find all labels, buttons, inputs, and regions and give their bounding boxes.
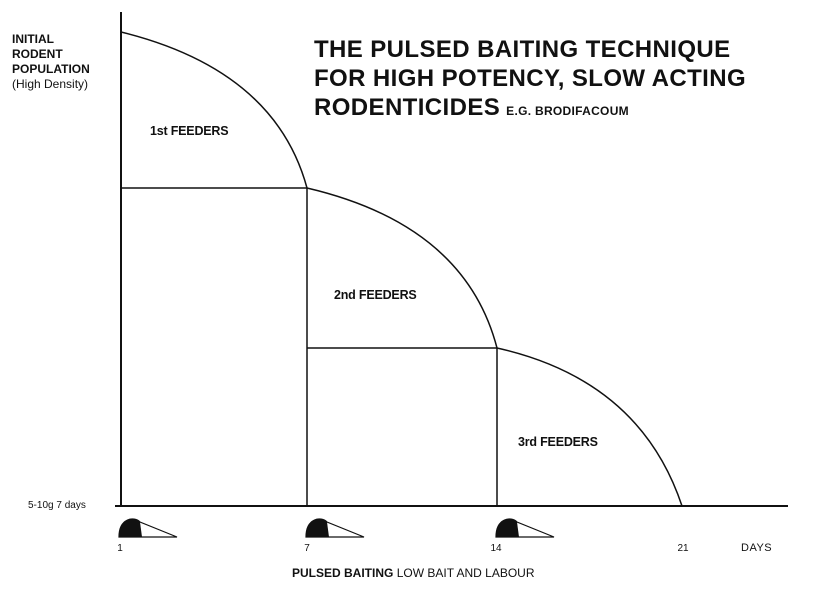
x-tick-day-1: 1	[117, 543, 123, 554]
title-line-1: THE PULSED BAITING TECHNIQUE	[314, 36, 731, 63]
caption-bold: PULSED BAITING	[292, 566, 394, 580]
y-axis-label-line-2: RODENT	[12, 47, 63, 61]
title-example: E.G. BRODIFACOUM	[506, 104, 629, 118]
third-feeders-label: 3rd FEEDERS	[518, 435, 598, 449]
x-tick-day-21: 21	[677, 543, 689, 554]
title-line-3: RODENTICIDES E.G. BRODIFACOUM	[314, 93, 819, 126]
x-tick-day-14: 14	[490, 543, 502, 554]
first-feeders-label: 1st FEEDERS	[150, 124, 229, 138]
title-line-2: FOR HIGH POTENCY, SLOW ACTING	[314, 65, 747, 92]
third-feeders-curve	[496, 347, 683, 507]
first-feeders-curve	[120, 31, 308, 189]
bait-pulse-icon-day-14	[495, 518, 555, 538]
bait-pulse-icon-day-7	[305, 518, 365, 538]
second-feeders-curve	[306, 187, 498, 349]
bait-pulse-icon-day-1	[118, 518, 178, 538]
y-axis-label-line-3: POPULATION	[12, 62, 90, 76]
title-line-3-text: RODENTICIDES	[314, 94, 501, 121]
diagram-caption: PULSED BAITING LOW BAIT AND LABOUR	[292, 566, 535, 580]
caption-normal: LOW BAIT AND LABOUR	[396, 566, 535, 580]
y-axis-label-line-1: INITIAL	[12, 32, 54, 46]
y-axis-label-line-4: (High Density)	[12, 77, 89, 91]
x-axis-unit: DAYS	[741, 542, 773, 554]
dose-label: 5-10g 7 days	[28, 500, 86, 511]
diagram-title: THE PULSED BAITING TECHNIQUE FOR HIGH PO…	[314, 35, 819, 126]
second-feeders-label: 2nd FEEDERS	[334, 288, 417, 302]
y-axis-label: INITIAL RODENT POPULATION (High Density)	[12, 32, 90, 92]
x-tick-day-7: 7	[304, 543, 310, 554]
